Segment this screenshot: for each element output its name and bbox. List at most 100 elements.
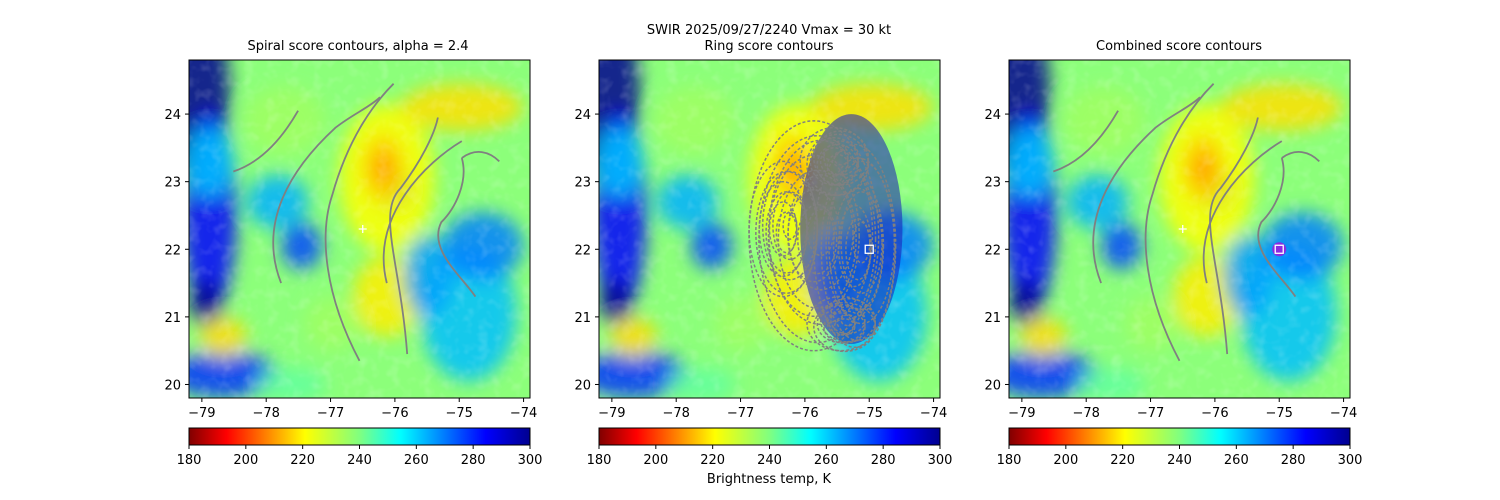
colorbar-tick-label: 280 [871, 453, 896, 468]
center-square-marker [864, 244, 874, 254]
x-tick-label: −78 [662, 406, 689, 421]
x-tick-label: −75 [856, 406, 883, 421]
y-tick-label: 23 [574, 176, 591, 191]
spiral-contour [272, 96, 381, 284]
colorbar-tick-label: 200 [1053, 453, 1078, 468]
colorbar-tick-label: 260 [1224, 453, 1249, 468]
y-tick-label: 20 [984, 378, 1001, 393]
ring-contour [797, 203, 838, 275]
spiral-contours [1053, 83, 1320, 362]
y-tick-label: 21 [574, 311, 591, 326]
ring-contour [828, 160, 896, 325]
colorbar-tick-label: 260 [404, 453, 429, 468]
x-tick-label: −77 [1137, 406, 1164, 421]
ring-core [800, 114, 903, 344]
colorbar-tick-label: 280 [1281, 453, 1306, 468]
y-tick-label: 23 [984, 176, 1001, 191]
panel-0: −79 −78 −77 −76 −75 −74 20 21 22 23 24 180 200 220 240… [164, 59, 542, 468]
ring-contour [823, 310, 866, 344]
ring-contour [845, 218, 872, 281]
panel-title-ring: Ring score contours [704, 39, 834, 54]
spiral-contour [1209, 117, 1259, 355]
center-plus-marker [358, 225, 367, 233]
spiral-contour [1281, 151, 1320, 163]
spiral-contour [1092, 96, 1201, 284]
axes-frame [1008, 59, 1351, 399]
colorbar-tick-label: 200 [643, 453, 668, 468]
ring-contour [840, 314, 856, 327]
y-tick-label: 24 [984, 108, 1001, 123]
spiral-contour [1202, 140, 1283, 284]
x-tick-label: −75 [1266, 406, 1293, 421]
x-tick-label: −78 [252, 406, 279, 421]
colorbar-tick-label: 260 [814, 453, 839, 468]
colorbar-tick-label: 180 [997, 453, 1022, 468]
y-tick-label: 24 [574, 108, 591, 123]
center-plus-marker [1178, 225, 1187, 233]
colorbar-tick-label: 280 [461, 453, 486, 468]
colorbar-tick-label: 200 [233, 453, 258, 468]
spiral-contour [1144, 83, 1215, 362]
ring-contour [840, 191, 883, 294]
colorbar-tick-label: 300 [928, 453, 953, 468]
x-tick-label: −74 [1330, 406, 1357, 421]
plot-area [1009, 60, 1350, 398]
panel-2: −79 −78 −77 −76 −75 −74 20 21 22 23 24 180 200 220 240… [984, 59, 1363, 468]
spiral-contour [382, 140, 463, 284]
colorbar-tick-label: 300 [1338, 453, 1363, 468]
colorbar-tick-label: 240 [757, 453, 782, 468]
ring-contour [826, 312, 856, 336]
y-tick-label: 20 [574, 378, 591, 393]
spiral-contour [324, 83, 395, 362]
y-tick-label: 23 [164, 176, 181, 191]
spiral-contour [1257, 157, 1297, 298]
ring-contour [768, 201, 798, 257]
ring-contour [787, 189, 841, 283]
ring-contour [806, 295, 876, 352]
x-tick-label: −79 [1008, 406, 1035, 421]
ring-contour [852, 221, 871, 264]
y-tick-label: 22 [984, 243, 1001, 258]
center-square-marker [1274, 244, 1284, 254]
colorbar-tick-label: 220 [700, 453, 725, 468]
ring-contour [758, 134, 877, 344]
ring-contour [782, 211, 798, 240]
spiral-contour [233, 110, 299, 173]
colorbar-tick-label: 180 [587, 453, 612, 468]
x-tick-label: −74 [510, 406, 537, 421]
colorbar-tick-label: 220 [290, 453, 315, 468]
y-tick-label: 24 [164, 108, 181, 123]
y-tick-label: 21 [984, 311, 1001, 326]
ring-contour [826, 153, 849, 176]
colorbar-tick-label: 240 [347, 453, 372, 468]
panel-title-spiral: Spiral score contours, alpha = 2.4 [247, 39, 469, 54]
x-tick-label: −79 [598, 406, 625, 421]
colorbar [188, 427, 531, 446]
ring-contour [813, 130, 870, 186]
ring-contour [833, 318, 856, 336]
panel-title-combined: Combined score contours [1096, 39, 1262, 54]
axes-frame [188, 59, 531, 399]
spiral-contour [1053, 110, 1119, 173]
colorbar-tick-label: 180 [177, 453, 202, 468]
ring-contours [748, 114, 903, 353]
ring-contour [768, 139, 874, 326]
x-tick-label: −78 [1072, 406, 1099, 421]
ring-contour [772, 191, 808, 261]
panel-1: −79 −78 −77 −76 −75 −74 20 21 22 23 24 180 200 220 240… [574, 59, 953, 468]
x-tick-label: −74 [920, 406, 947, 421]
plot-area [599, 60, 940, 398]
colorbar-tick-label: 220 [1110, 453, 1135, 468]
spiral-contours [233, 83, 500, 362]
ring-contour [830, 305, 866, 335]
ring-contour [833, 150, 849, 166]
ring-contour [819, 297, 876, 343]
spiral-contour [437, 157, 477, 298]
y-tick-label: 20 [164, 378, 181, 393]
axes-frame [598, 59, 941, 399]
center-circle-marker [1272, 242, 1287, 257]
x-tick-label: −77 [317, 406, 344, 421]
y-tick-label: 22 [164, 243, 181, 258]
y-tick-label: 21 [164, 311, 181, 326]
